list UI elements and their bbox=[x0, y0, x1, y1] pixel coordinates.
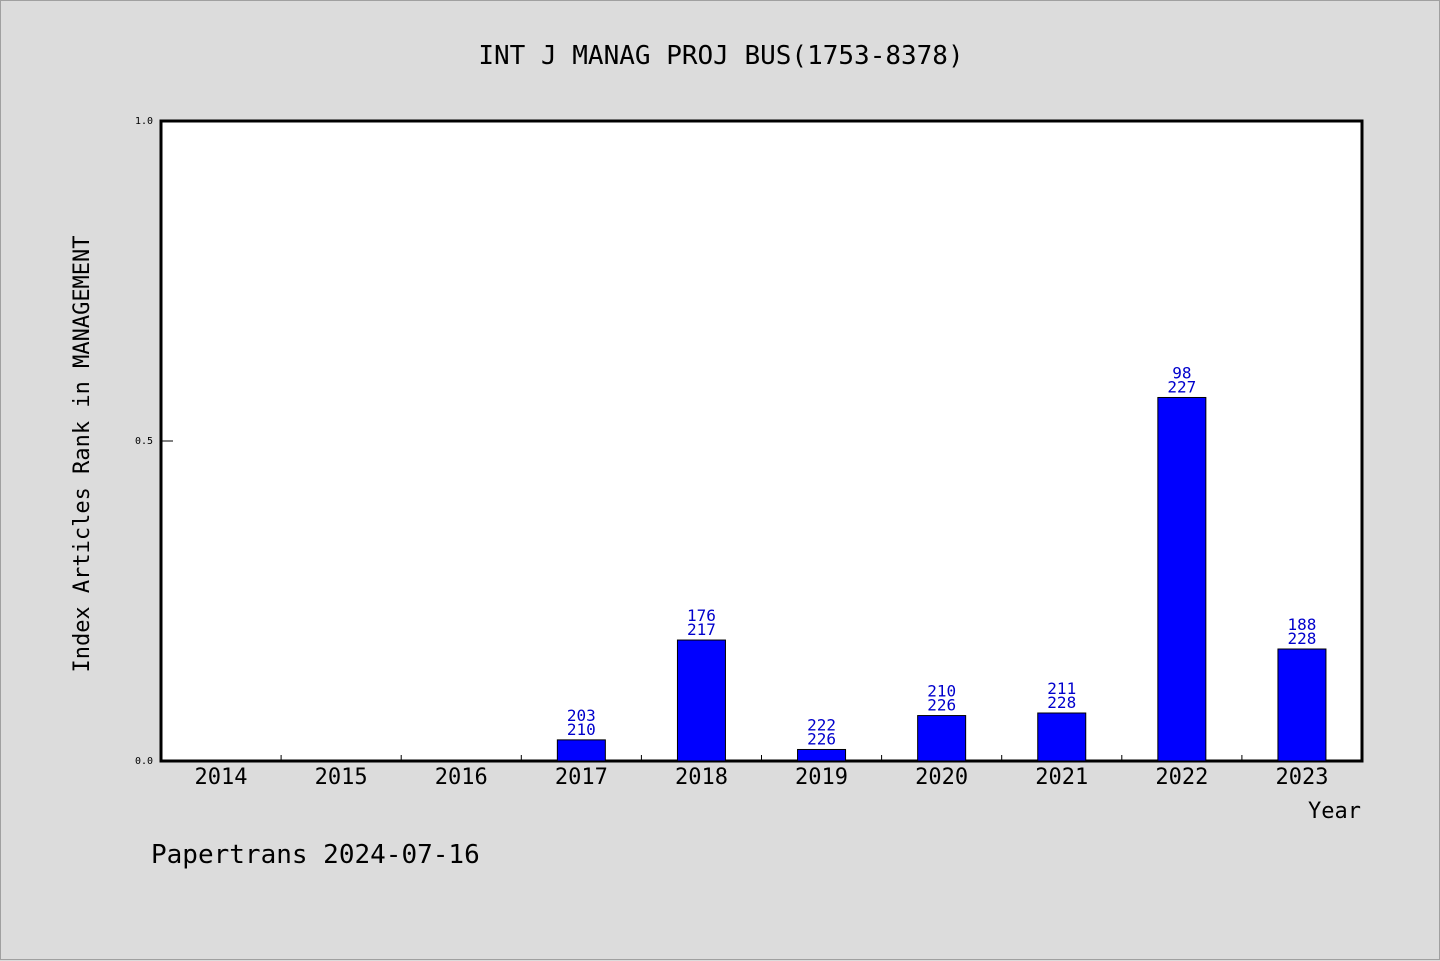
data-label-rank: 203 bbox=[567, 706, 596, 725]
y-tick-label: 0.0 bbox=[135, 756, 153, 767]
x-tick-label: 2016 bbox=[435, 765, 488, 790]
bar-2023 bbox=[1277, 648, 1327, 762]
data-label-total: 210 bbox=[567, 720, 596, 739]
data-label-rank: 211 bbox=[1047, 679, 1076, 698]
bar-2018 bbox=[676, 639, 726, 762]
x-tick-label: 2023 bbox=[1275, 765, 1328, 790]
y-tick-label: 0.5 bbox=[135, 436, 153, 447]
y-tick-label: 1.0 bbox=[135, 116, 153, 127]
data-label-rank: 176 bbox=[687, 606, 716, 625]
x-axis: 2014 2015 2016 2017 2018 2019 2020 2021 2022 2023 bbox=[195, 755, 1328, 790]
bar-2022 bbox=[1157, 396, 1207, 762]
x-axis-label: Year bbox=[1308, 799, 1361, 824]
x-tick-label: 2021 bbox=[1035, 765, 1088, 790]
data-label-total: 226 bbox=[807, 729, 836, 748]
x-tick-label: 2018 bbox=[675, 765, 728, 790]
bar-2021 bbox=[1037, 712, 1087, 762]
x-tick-label: 2022 bbox=[1155, 765, 1208, 790]
data-label-total: 217 bbox=[687, 620, 716, 639]
x-tick-label: 2015 bbox=[315, 765, 368, 790]
x-tick-label: 2020 bbox=[915, 765, 968, 790]
data-label-rank: 98 bbox=[1172, 363, 1191, 382]
data-label-total: 227 bbox=[1167, 377, 1196, 396]
x-tick-label: 2017 bbox=[555, 765, 608, 790]
x-tick-label: 2019 bbox=[795, 765, 848, 790]
bars-group bbox=[556, 396, 1327, 762]
x-tick-label: 2014 bbox=[195, 765, 248, 790]
footer-text: Papertrans 2024-07-16 bbox=[151, 840, 480, 870]
chart-title: INT J MANAG PROJ BUS(1753-8378) bbox=[478, 41, 963, 71]
data-labels-group: 2032101762172222262102262112289822718822… bbox=[567, 363, 1317, 748]
data-label-rank: 188 bbox=[1287, 615, 1316, 634]
data-label-total: 226 bbox=[927, 696, 956, 715]
data-label-total: 228 bbox=[1287, 629, 1316, 648]
data-label-total: 228 bbox=[1047, 693, 1076, 712]
bar-2019 bbox=[797, 748, 847, 762]
y-axis-label: Index Articles Rank in MANAGEMENT bbox=[70, 235, 95, 672]
data-label-rank: 210 bbox=[927, 682, 956, 701]
data-label-rank: 222 bbox=[807, 715, 836, 734]
bar-2020 bbox=[917, 715, 967, 762]
y-axis: 0.0 0.5 1.0 bbox=[135, 116, 173, 767]
bar-2017 bbox=[556, 739, 606, 762]
